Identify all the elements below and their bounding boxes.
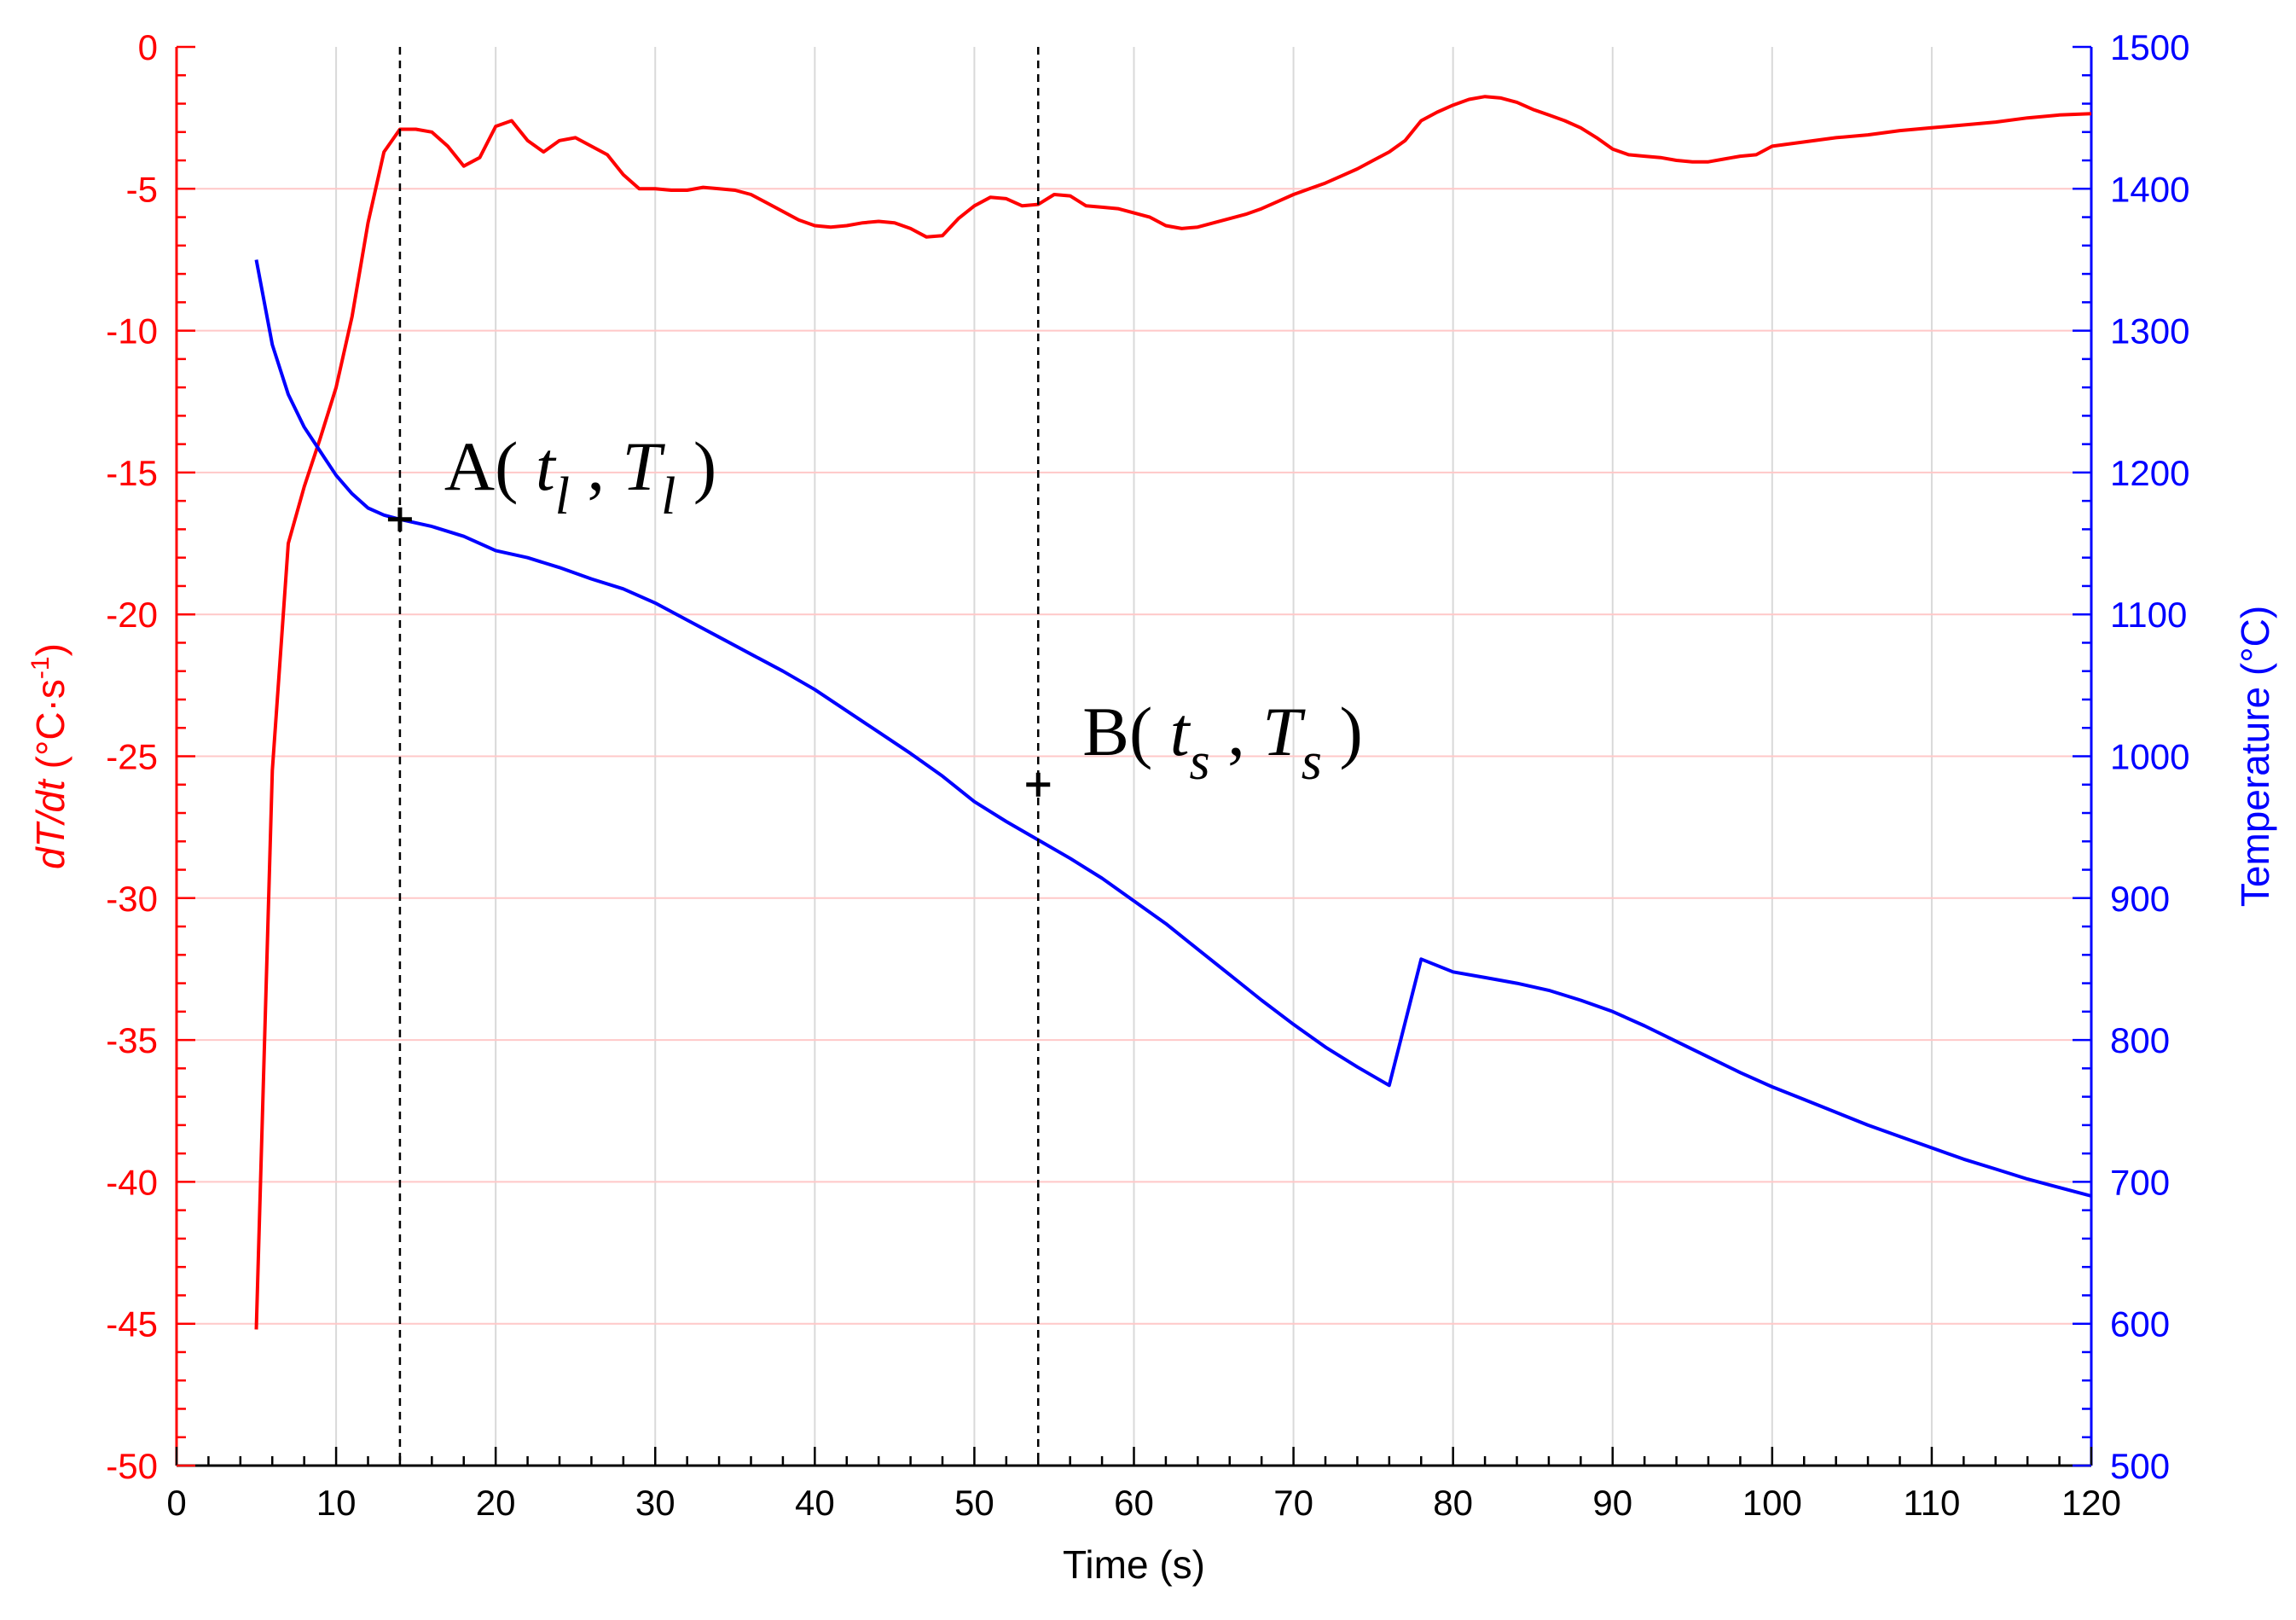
x-tick-label: 90 (1592, 1483, 1632, 1523)
x-tick-label: 120 (2061, 1483, 2121, 1523)
marker-label-part: T (1262, 693, 1306, 770)
marker-label-part: T (622, 427, 665, 505)
labels: Time (s) Temperature (°C) dT/dt (°C·s-1) (26, 606, 2277, 1587)
y-left-tick-label: -10 (106, 311, 158, 351)
marker-label-part: B( (1082, 693, 1170, 770)
y-left-title-italic: dT/dt (28, 778, 72, 869)
x-tick-label: 30 (635, 1483, 675, 1523)
x-tick-label: 100 (1742, 1483, 1802, 1523)
marker-label-part: , (1210, 693, 1263, 770)
y-left-tick-label: -50 (106, 1446, 158, 1486)
marker-label-part: ) (675, 427, 716, 505)
marker-label-part: t (1170, 693, 1191, 770)
marker-label-part: A( (444, 427, 536, 505)
marker-label-part: s (1302, 733, 1322, 791)
grid (177, 47, 2091, 1466)
series-line-temperature (254, 259, 2092, 1198)
y-left-tick-label: 0 (138, 27, 158, 67)
series-line-dt-dt (254, 95, 2092, 1330)
x-tick-label: 70 (1273, 1483, 1313, 1523)
y-right-axis-title: Temperature (°C) (2233, 606, 2277, 907)
x-tick-label: 80 (1433, 1483, 1473, 1523)
y-right-tick-label: 600 (2110, 1304, 2170, 1344)
marker-label: B( ts , Ts ) (1082, 693, 1363, 791)
marker-label-part: l (661, 467, 675, 525)
y-right-tick-label: 1100 (2110, 595, 2187, 635)
axes: 0 10 20 30 40 50 60 70 80 90 100 110 1200-5-10-15-20… (106, 27, 2189, 1523)
y-left-tick-label: -45 (106, 1304, 158, 1344)
y-left-tick-label: -30 (106, 879, 158, 919)
y-left-title-unit: (°C·s (28, 679, 72, 780)
y-right-tick-label: 700 (2110, 1162, 2170, 1202)
y-left-title-suffix: ) (28, 643, 72, 656)
y-left-tick-label: -35 (106, 1020, 158, 1060)
y-left-tick-label: -40 (106, 1162, 158, 1202)
x-tick-label: 10 (316, 1483, 357, 1523)
y-right-tick-label: 1000 (2110, 737, 2189, 777)
marker-label-part: s (1190, 733, 1210, 791)
y-left-axis-title: dT/dt (°C·s-1) (26, 643, 72, 869)
x-tick-label: 0 (166, 1483, 186, 1523)
x-tick-label: 60 (1114, 1483, 1154, 1523)
x-axis-title: Time (s) (1063, 1542, 1205, 1587)
y-left-tick-label: -15 (106, 453, 158, 493)
marker-label: A( tl , Tl ) (444, 427, 716, 525)
x-tick-label: 50 (954, 1483, 994, 1523)
y-right-tick-label: 1300 (2110, 311, 2189, 351)
x-tick-label: 110 (1903, 1483, 1960, 1523)
y-left-tick-label: -5 (126, 169, 158, 209)
series-layer (254, 95, 2092, 1330)
marker-label-part: t (536, 427, 557, 505)
y-left-title-exponent: -1 (26, 656, 55, 679)
y-left-tick-label: -20 (106, 595, 158, 635)
x-tick-label: 20 (476, 1483, 516, 1523)
marker-label-part: l (555, 467, 570, 525)
y-right-tick-label: 1500 (2110, 27, 2189, 67)
x-tick-label: 40 (795, 1483, 835, 1523)
y-right-tick-label: 500 (2110, 1446, 2170, 1486)
y-right-tick-label: 900 (2110, 879, 2170, 919)
y-left-tick-label: -25 (106, 737, 158, 777)
y-right-tick-label: 1400 (2110, 169, 2189, 209)
markers: A( tl , Tl )B( ts , Ts ) (387, 47, 1363, 1466)
marker-label-part: ) (1322, 693, 1363, 770)
marker-label-part: , (570, 427, 623, 505)
y-right-tick-label: 1200 (2110, 453, 2189, 493)
y-right-tick-label: 800 (2110, 1020, 2170, 1060)
